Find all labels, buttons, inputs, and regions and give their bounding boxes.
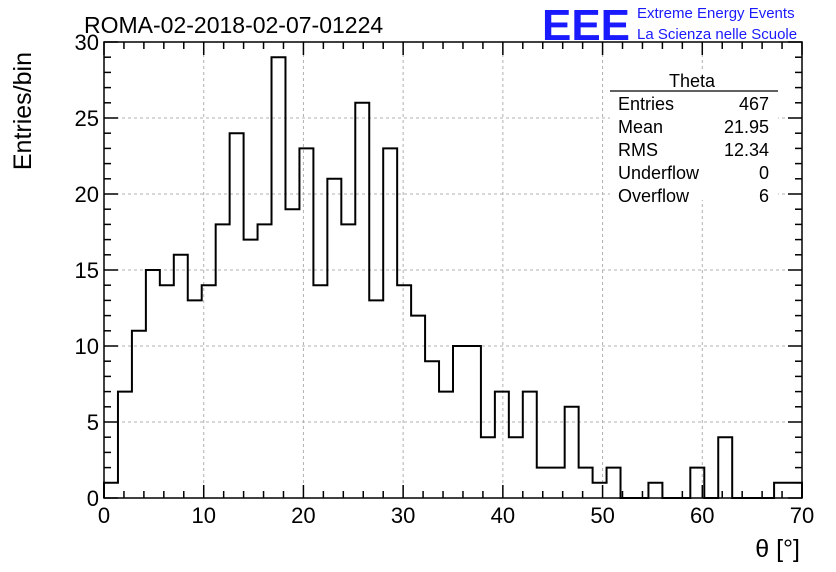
y-tick-label: 5 <box>87 410 99 435</box>
y-tick-label: 25 <box>75 106 99 131</box>
x-axis-title: θ [°] <box>755 535 800 563</box>
x-tick-label: 60 <box>690 503 714 528</box>
chart-title: ROMA-02-2018-02-07-01224 <box>84 12 383 38</box>
x-tick-label: 20 <box>291 503 315 528</box>
statistics-box: Theta Entries 467 Mean 21.95 RMS 12.34 Underfl… <box>610 71 778 206</box>
stats-value: 6 <box>759 186 769 206</box>
y-tick-label: 15 <box>75 258 99 283</box>
stats-label: RMS <box>618 140 658 160</box>
stats-value: 21.95 <box>724 117 769 137</box>
axes <box>103 41 803 499</box>
y-tick-label: 20 <box>75 182 99 207</box>
x-tick-label: 30 <box>391 503 415 528</box>
stats-label: Underflow <box>618 163 700 183</box>
y-tick-label: 0 <box>87 486 99 511</box>
logo-line-1: Extreme Energy Events <box>637 5 795 22</box>
stats-label: Entries <box>618 94 674 114</box>
stats-value: 12.34 <box>724 140 769 160</box>
stats-value: 467 <box>739 94 769 114</box>
x-tick-label: 50 <box>590 503 614 528</box>
logo-line-2: La Scienza nelle Scuole <box>637 26 797 43</box>
x-tick-label: 70 <box>790 503 814 528</box>
x-tick-label: 40 <box>491 503 515 528</box>
stats-rows: Entries 467 Mean 21.95 RMS 12.34 Underflow 0 Ove… <box>618 94 769 206</box>
stats-box-background <box>610 72 778 200</box>
x-tick-label: 0 <box>98 503 110 528</box>
stats-label: Mean <box>618 117 663 137</box>
eee-logo: EEE Extreme Energy Events La Scienza nel… <box>542 1 797 50</box>
y-axis-title: Entries/bin <box>9 52 37 170</box>
stats-label: Overflow <box>618 186 690 206</box>
x-tick-label: 10 <box>191 503 215 528</box>
y-tick-label: 10 <box>75 334 99 359</box>
y-tick-label: 30 <box>75 30 99 55</box>
grid-lines <box>104 42 802 498</box>
stats-value: 0 <box>759 163 769 183</box>
stats-box-title: Theta <box>669 71 716 91</box>
